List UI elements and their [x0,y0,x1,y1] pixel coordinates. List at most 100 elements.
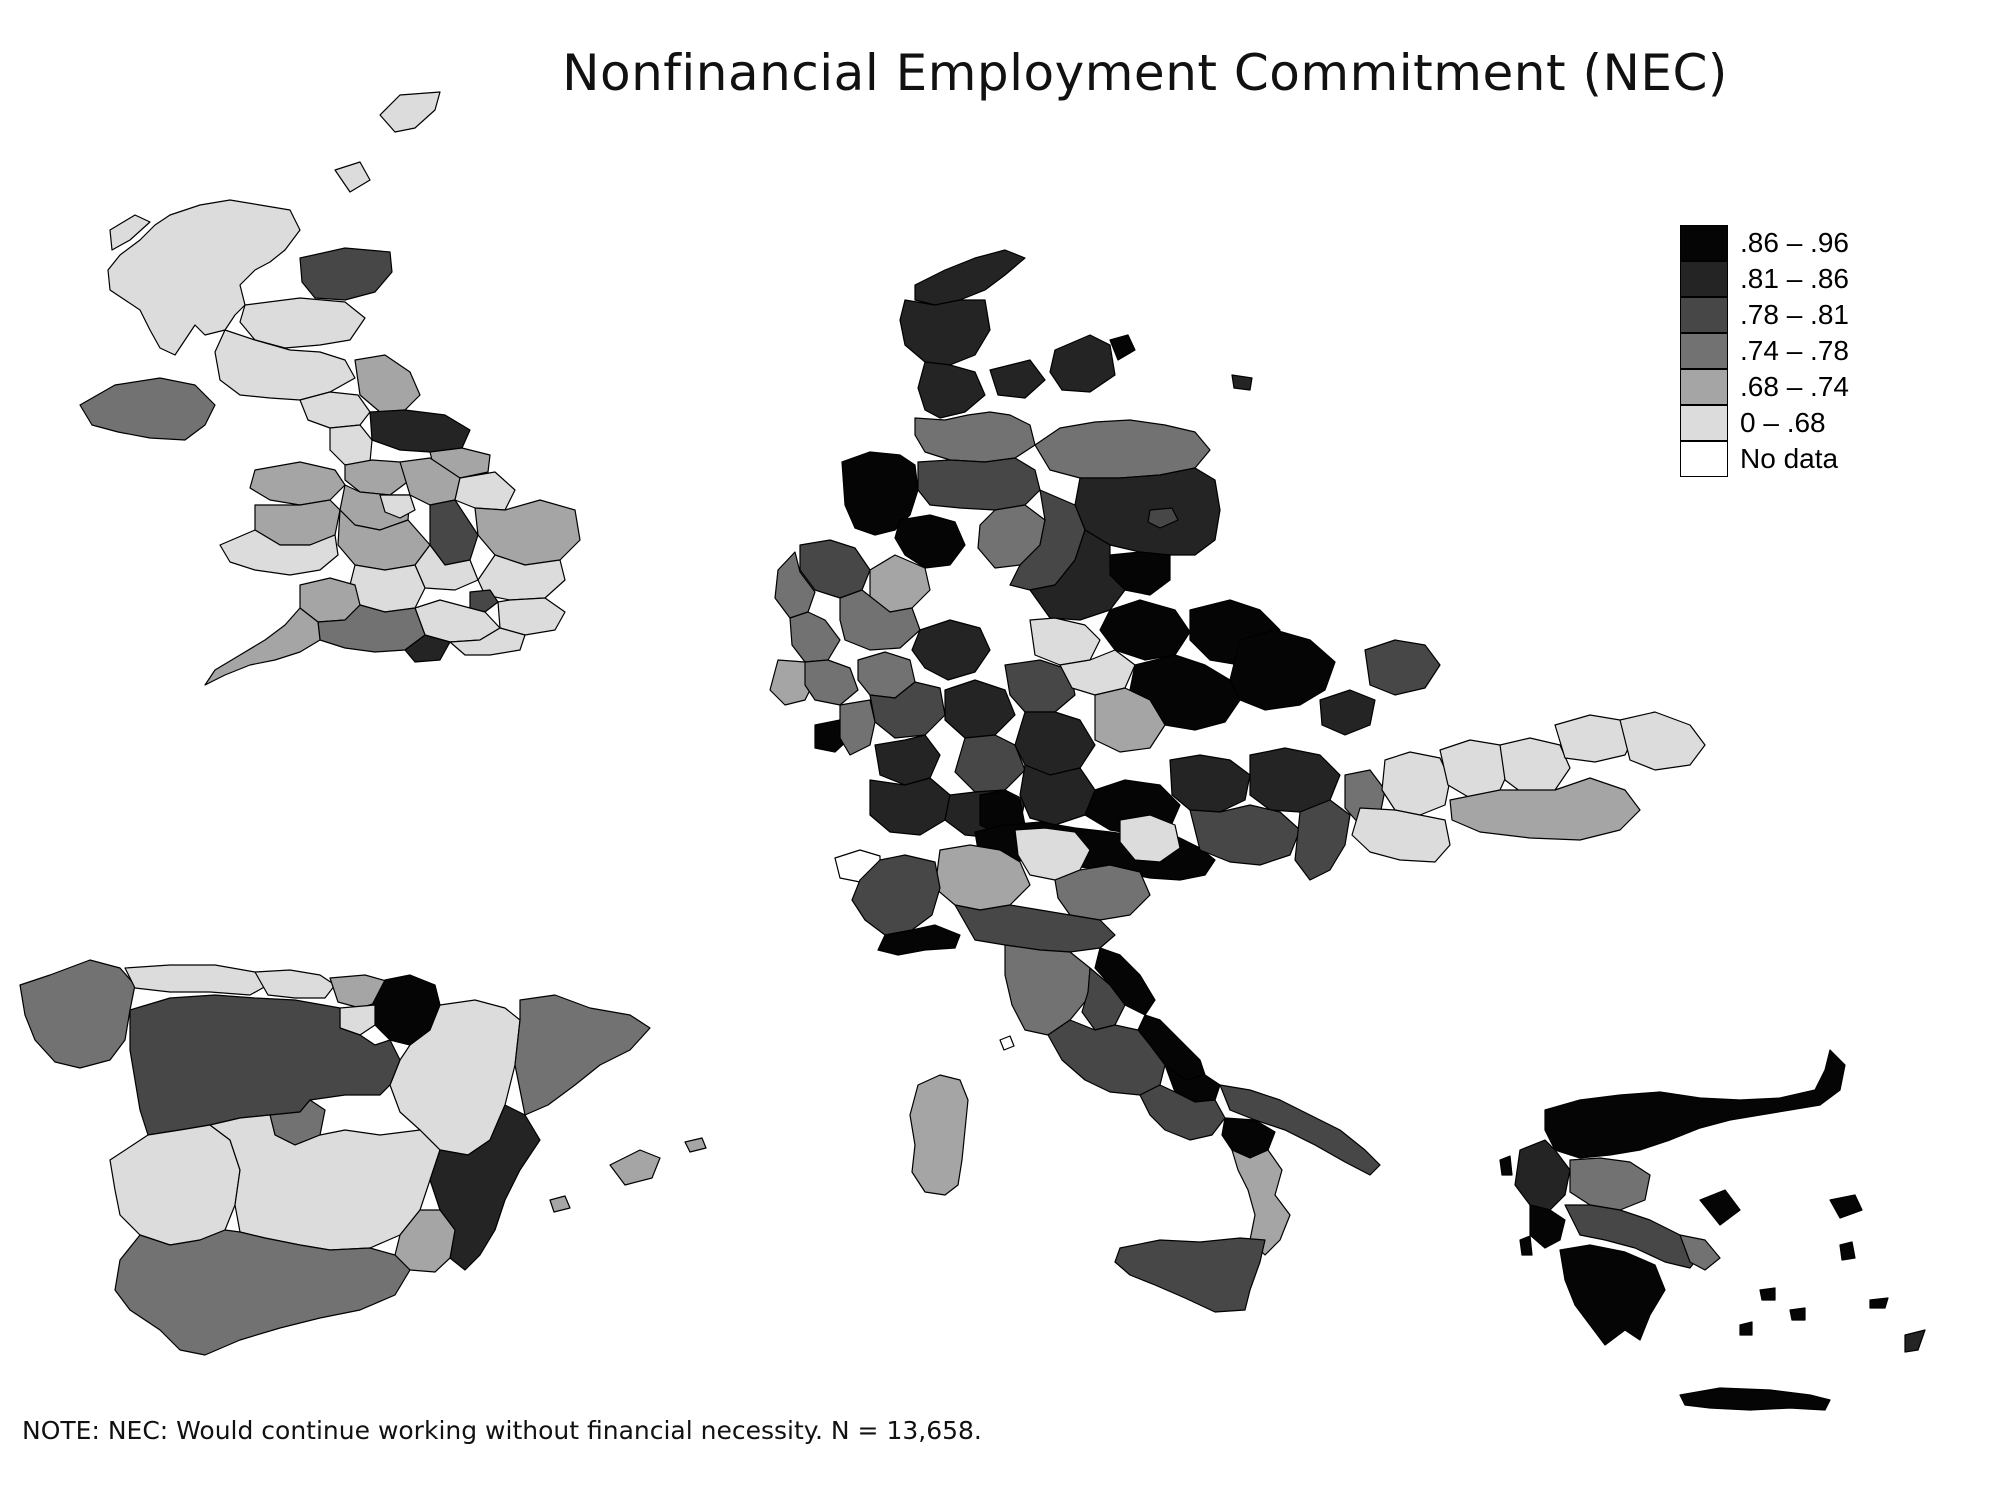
region-oberfranken [1004,659,1076,713]
region-south-denmark [917,361,986,419]
legend-item: .81 – .86 [1680,261,1849,297]
region-baleares-3 [549,1195,571,1213]
region-lancashire [329,424,373,466]
region-asturias [124,964,269,996]
region-east-anglia [474,499,581,566]
region-sicilia [1114,1237,1266,1313]
region-styria [1189,804,1301,866]
region-central-jutland [899,299,991,366]
region-thessaly [1569,1157,1651,1211]
region-corsica-islet [999,1035,1015,1051]
region-kent [497,597,566,636]
region-extremadura [109,1124,241,1246]
region-friuli [1119,814,1181,863]
region-catalonia [514,994,651,1116]
hungary [1351,711,1706,863]
region-chemnitz [1059,649,1136,696]
region-baleares [609,1149,661,1186]
region-north-great-plain [1619,711,1706,771]
region-north-east-england [354,354,421,413]
region-rheinhessen-pfalz [839,699,876,756]
region-central-hungary [1499,737,1571,796]
region-evia [1699,1189,1741,1226]
region-north-wales [249,461,346,506]
legend-label: .81 – .86 [1740,263,1849,294]
region-upper-austria [1169,754,1251,813]
legend-swatch [1680,405,1728,441]
region-east-edge [1364,639,1441,696]
region-scotland-northeast [299,247,393,301]
denmark [899,249,1253,419]
legend-label: 0 – .68 [1740,407,1826,438]
note-text: NOTE: NEC: Would continue working withou… [22,1416,982,1445]
region-chios [1839,1241,1856,1261]
legend-label: .86 – .96 [1740,227,1849,258]
region-veneto [1054,864,1151,921]
greece [1499,1049,1926,1411]
region-castilla-la-mancha [209,1114,441,1251]
region-western-greece [1529,1204,1566,1249]
legend-swatch [1680,333,1728,369]
region-peloponnese [1559,1244,1666,1346]
region-cyclades-2 [1789,1307,1806,1321]
region-hanover [894,514,966,569]
map-legend: .86 – .96 .81 – .86 .78 – .81 .74 – .78 .68 … [1680,225,1849,477]
region-central-transdanubia [1439,739,1511,799]
region-west-transdanubia [1381,751,1451,816]
region-funen [989,359,1046,399]
region-sardegna [909,1074,969,1196]
region-toscana [1004,944,1091,1036]
region-yorkshire [369,409,471,453]
region-bornholm [1231,374,1253,391]
region-andalucia [114,1229,411,1356]
region-vienna-region [1319,689,1376,736]
region-bedfordshire [414,544,479,591]
region-calabria [1231,1149,1291,1256]
map-title: Nonfinancial Employment Commitment (NEC) [562,44,1728,102]
legend-item: .74 – .78 [1680,333,1849,369]
legend-swatch [1680,369,1728,405]
legend-item: .78 – .81 [1680,297,1849,333]
region-freiburg [869,777,951,836]
region-lincolnshire [454,471,516,511]
region-zealand [1049,334,1116,393]
region-copenhagen [1109,334,1136,361]
region-bremen-lueneburg [917,457,1041,511]
region-crete [1679,1387,1831,1411]
region-schwaben [1019,764,1096,826]
region-arnsberg [839,589,921,651]
region-rhodes [1904,1329,1926,1353]
region-mittelfranken [954,734,1026,793]
region-manchester [344,459,411,496]
region-cantabria [254,969,336,999]
legend-swatch [1680,297,1728,333]
legend-label: .68 – .74 [1740,371,1849,402]
region-schleswig-holstein [914,411,1036,463]
spain [19,959,707,1356]
region-scotland-islands-3 [334,161,371,193]
region-niederbayern [1094,687,1166,753]
region-mecklenburg [1034,419,1211,479]
region-lombardia [934,844,1031,911]
region-carinthia [1294,799,1351,881]
legend-swatch [1680,441,1728,477]
region-berlin [1147,507,1179,529]
region-saxony-anhalt [1029,529,1126,621]
region-weser-ems [841,451,919,536]
region-puglia [1219,1084,1381,1176]
region-northern-ireland [79,377,216,441]
united-kingdom [79,91,581,686]
legend-swatch [1680,225,1728,261]
region-galicia [19,959,136,1069]
italy [834,814,1381,1313]
region-sussex [404,634,451,663]
region-kassel [911,619,991,681]
region-south-wales [219,529,339,576]
legend-label: No data [1740,443,1839,474]
region-cyclades-1 [1759,1287,1776,1301]
region-scotland-highlands [107,199,301,356]
region-cumbria [299,391,371,429]
region-scotland-islands-2 [379,91,441,133]
region-macedonia-thrace [1544,1049,1846,1159]
region-south-transdanubia [1351,807,1451,863]
